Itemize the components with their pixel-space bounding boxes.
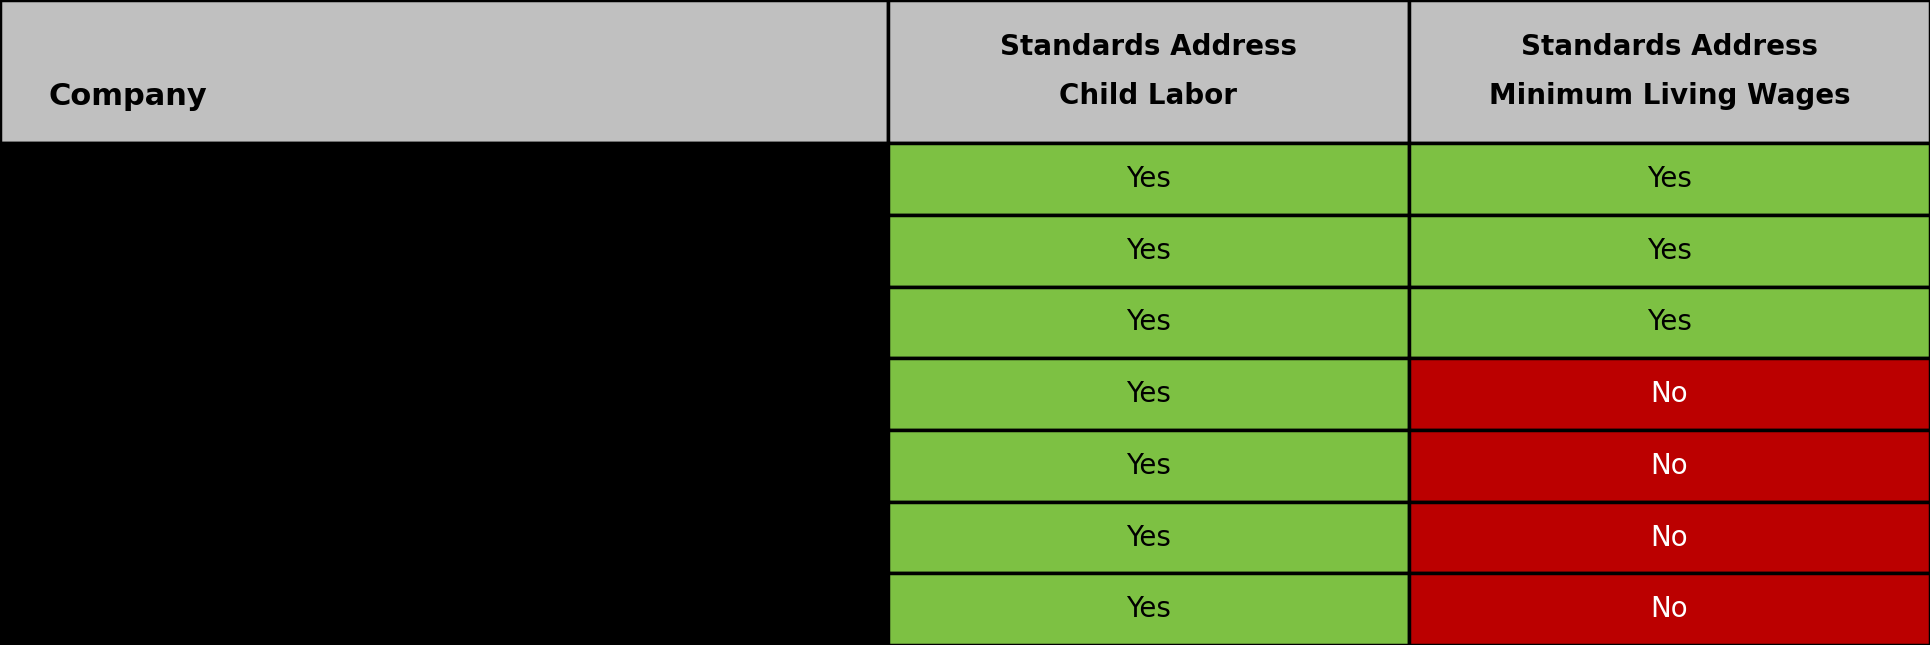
Bar [0,143,888,215]
Bar [888,502,1409,573]
Text: Yes: Yes [1646,237,1693,265]
Bar [0,0,888,143]
Bar [1409,573,1930,645]
Text: Minimum Living Wages: Minimum Living Wages [1488,82,1851,110]
Text: Yes: Yes [1125,237,1172,265]
Bar [888,359,1409,430]
Bar [0,215,888,286]
Text: Yes: Yes [1125,165,1172,193]
Bar [1409,359,1930,430]
Text: No: No [1650,452,1689,480]
Bar [888,286,1409,359]
Text: Company: Company [48,81,207,110]
Text: Yes: Yes [1125,524,1172,551]
Text: Yes: Yes [1646,308,1693,337]
Text: No: No [1650,380,1689,408]
Text: Standards Address: Standards Address [1000,34,1297,61]
Text: Yes: Yes [1125,308,1172,337]
Bar [888,215,1409,286]
Bar [1409,143,1930,215]
Text: Standards Address: Standards Address [1521,34,1818,61]
Bar [0,573,888,645]
Bar [888,143,1409,215]
Bar [1409,430,1930,502]
Text: No: No [1650,524,1689,551]
Text: Yes: Yes [1125,595,1172,623]
Text: Yes: Yes [1125,380,1172,408]
Bar [888,573,1409,645]
Bar [0,359,888,430]
Text: Child Labor: Child Labor [1060,82,1237,110]
Text: No: No [1650,595,1689,623]
Bar [1409,502,1930,573]
Bar [1409,0,1930,143]
Text: Yes: Yes [1125,452,1172,480]
Bar [1409,215,1930,286]
Bar [0,502,888,573]
Bar [888,0,1409,143]
Text: Yes: Yes [1646,165,1693,193]
Bar [1409,286,1930,359]
Bar [0,430,888,502]
Bar [888,430,1409,502]
Bar [0,286,888,359]
